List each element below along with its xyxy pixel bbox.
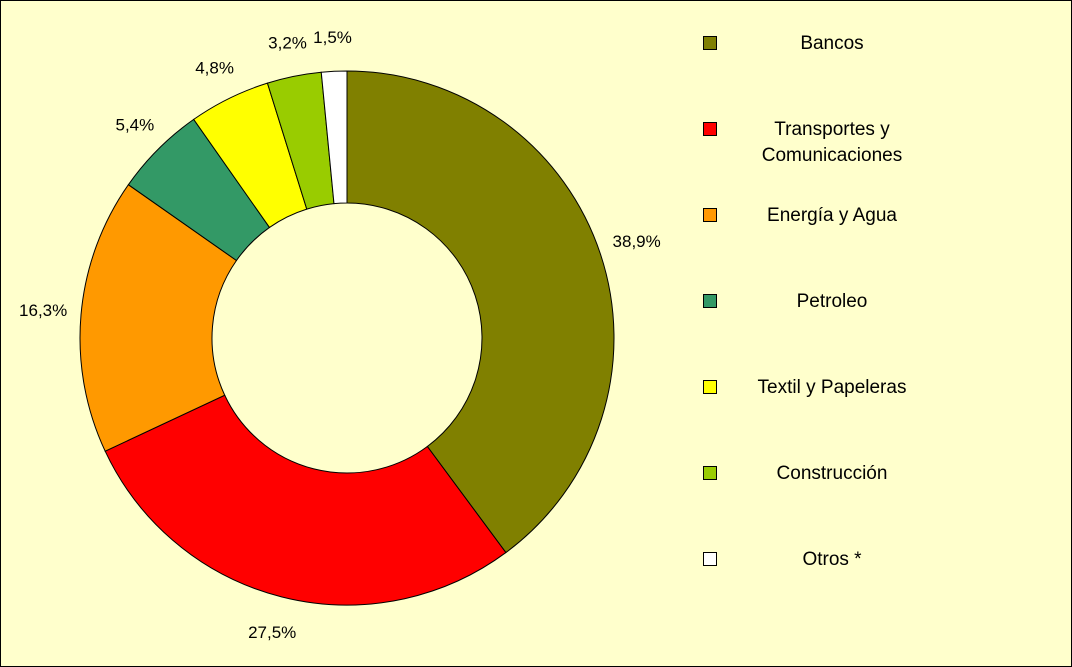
legend-swatch [703, 380, 717, 394]
legend-item: Energía y Agua [703, 203, 933, 229]
data-label: 4,8% [195, 58, 234, 77]
legend-swatch [703, 294, 717, 308]
legend-label: Energía y Agua [767, 205, 897, 226]
donut-slice [346, 70, 615, 554]
legend-label: Transportes y Comunicaciones [761, 119, 903, 166]
legend-label: Construcción [776, 463, 888, 484]
data-label: 27,5% [248, 623, 296, 642]
donut-slice [320, 70, 348, 205]
legend-swatch [703, 122, 717, 136]
legend-swatch [703, 552, 717, 566]
data-label: 3,2% [268, 33, 307, 52]
legend-item: Construcción [703, 461, 933, 487]
legend-item: Petroleo [703, 289, 933, 315]
legend-swatch [703, 208, 717, 222]
donut-slice [104, 394, 507, 606]
legend-label: Bancos [800, 33, 864, 54]
legend-item: Otros * [703, 547, 933, 573]
legend-label: Petroleo [796, 291, 868, 312]
legend-item: Textil y Papeleras [703, 375, 933, 401]
data-label: 1,5% [313, 28, 352, 47]
data-label: 38,9% [613, 232, 661, 251]
donut-slice [79, 184, 238, 452]
legend-label: Textil y Papeleras [757, 377, 907, 398]
legend-item: Transportes y Comunicaciones [703, 117, 933, 169]
data-label: 5,4% [115, 115, 154, 134]
legend-item: Bancos [703, 31, 933, 57]
legend-swatch [703, 36, 717, 50]
legend-swatch [703, 466, 717, 480]
data-label: 16,3% [19, 301, 67, 320]
legend-label: Otros * [802, 549, 862, 570]
